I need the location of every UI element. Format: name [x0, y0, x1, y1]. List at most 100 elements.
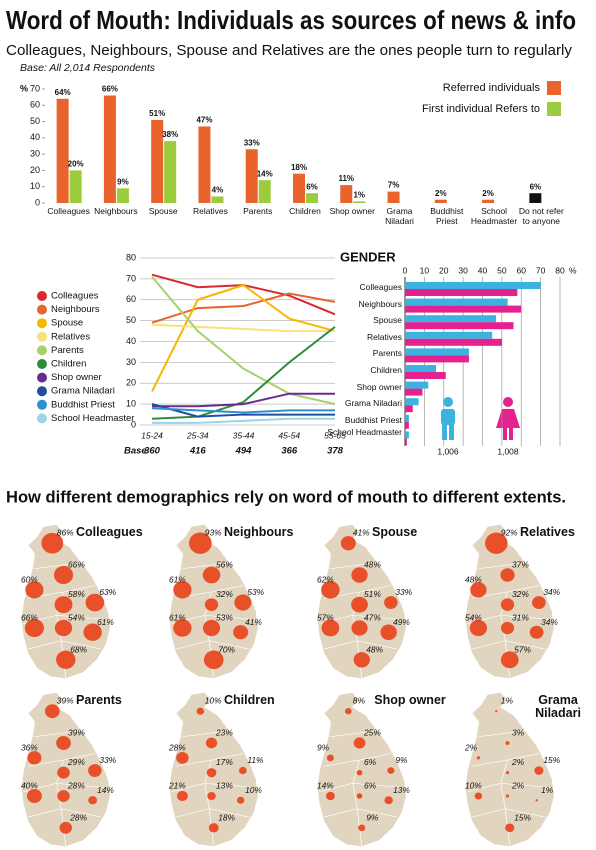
x-tick-label: 50 — [497, 265, 507, 275]
legend-label: School Headmaster — [51, 413, 134, 424]
male-icon — [441, 397, 455, 440]
bar — [293, 173, 305, 203]
bar — [164, 141, 177, 203]
y-tick-label: Grama Niladari — [344, 398, 402, 409]
y-tick-label: 20 — [126, 378, 136, 388]
map-bubble — [202, 619, 221, 637]
map-label: 41% — [245, 618, 262, 627]
y-tick-label: 20 — [30, 165, 40, 175]
y-tick-label: Shop owner — [356, 381, 402, 392]
base-value: 416 — [189, 446, 207, 457]
map-bubble — [321, 619, 340, 637]
bar — [258, 180, 271, 203]
bar — [405, 289, 518, 296]
bar — [405, 398, 419, 406]
y-tick-label: 0 — [35, 197, 40, 207]
map-panel: 93% 61% 56% 32% 53% 61% 53% 41% 70% — [168, 523, 264, 680]
map-label: 32% — [512, 590, 529, 599]
map-label: 2% — [464, 744, 477, 753]
map-label: 60% — [21, 576, 38, 585]
y-tick-label: Colleagues — [359, 282, 402, 292]
map-bubble — [485, 532, 508, 554]
female-icon — [496, 397, 520, 440]
legend-marker — [37, 399, 47, 410]
legend-label: Parents — [51, 345, 84, 356]
map-label: 1% — [541, 786, 553, 795]
map-bubble — [54, 619, 73, 637]
x-tick-label: 30 — [458, 265, 468, 275]
map-bubble — [204, 598, 219, 611]
map-label: 48% — [366, 646, 383, 655]
map-bubble — [233, 625, 249, 640]
legend-marker — [37, 331, 47, 342]
map-panel-title: Relatives — [520, 525, 575, 539]
x-axis-unit: % — [569, 265, 577, 275]
legend-label: First individual Refers to — [422, 103, 540, 115]
legend-label: Shop owner — [51, 372, 102, 383]
map-bubble — [358, 824, 366, 832]
x-tick-label: Shop owner — [329, 206, 375, 216]
map-label: 68% — [70, 646, 87, 655]
map-label: 56% — [216, 561, 233, 570]
map-label: 54% — [68, 614, 85, 623]
map-label: 34% — [541, 618, 558, 627]
map-label: 66% — [68, 561, 85, 570]
map-label: 3% — [512, 729, 524, 738]
map-bubble — [177, 790, 188, 802]
x-tick-label: Colleagues — [47, 206, 90, 216]
line-series — [151, 284, 336, 393]
map-bubble — [476, 756, 481, 760]
bar — [405, 431, 409, 439]
data-label: 47% — [196, 116, 212, 125]
data-label: 11% — [338, 174, 354, 183]
map-label: 17% — [216, 758, 233, 767]
map-bubble — [353, 737, 366, 749]
x-tick-label: Do not refer to anyone — [518, 206, 564, 226]
map-label: 10% — [245, 786, 262, 795]
x-tick-label: Parents — [243, 206, 273, 216]
bar — [405, 322, 514, 330]
map-bubble — [188, 532, 212, 554]
bar — [405, 381, 429, 389]
map-bubble — [474, 792, 483, 800]
map-bubble — [173, 619, 192, 637]
x-tick-label: 10 — [420, 265, 430, 275]
map-bubble — [27, 751, 42, 765]
map-bubble — [83, 623, 102, 641]
subtitle: Colleagues, Neighbours, Spouse and Relat… — [6, 42, 572, 59]
map-label: 28% — [67, 782, 85, 791]
y-tick-label: 80 — [126, 252, 136, 262]
legend-label: Neighbours — [51, 304, 100, 315]
y-tick-label: 10 — [126, 399, 136, 409]
map-label: 39% — [57, 697, 74, 706]
map-bubble — [535, 799, 538, 802]
x-tick-label: 80 — [555, 265, 565, 275]
data-label: 64% — [55, 88, 71, 97]
legend-marker — [37, 413, 47, 424]
bar — [340, 185, 353, 203]
map-label: 51% — [364, 590, 381, 599]
x-tick-label: 0 — [403, 265, 408, 275]
map-bubble — [384, 796, 393, 805]
map-label: 57% — [514, 646, 531, 655]
data-label: 9% — [117, 177, 129, 186]
map-label: 49% — [393, 618, 410, 627]
bar — [405, 388, 423, 396]
y-tick-label: 50 — [30, 116, 40, 126]
map-label: 14% — [317, 782, 334, 791]
map-label: 2% — [511, 782, 524, 791]
map-panel: 39% 36% 39% 29% 33% 40% 28% 14% 28% — [20, 691, 116, 848]
map-bubble — [321, 581, 340, 599]
data-label: 38% — [162, 130, 178, 139]
bar — [103, 95, 116, 203]
bar — [151, 119, 164, 203]
data-label: 20% — [68, 160, 84, 169]
bar — [434, 199, 447, 203]
map-bubble — [85, 593, 105, 612]
map-label: 53% — [216, 614, 233, 623]
y-tick-label: 70 — [126, 273, 136, 283]
data-label: 66% — [102, 85, 118, 94]
y-tick-label: Relatives — [367, 331, 402, 342]
map-bubble — [340, 536, 356, 551]
y-tick-label: School Headmaster — [327, 427, 402, 438]
